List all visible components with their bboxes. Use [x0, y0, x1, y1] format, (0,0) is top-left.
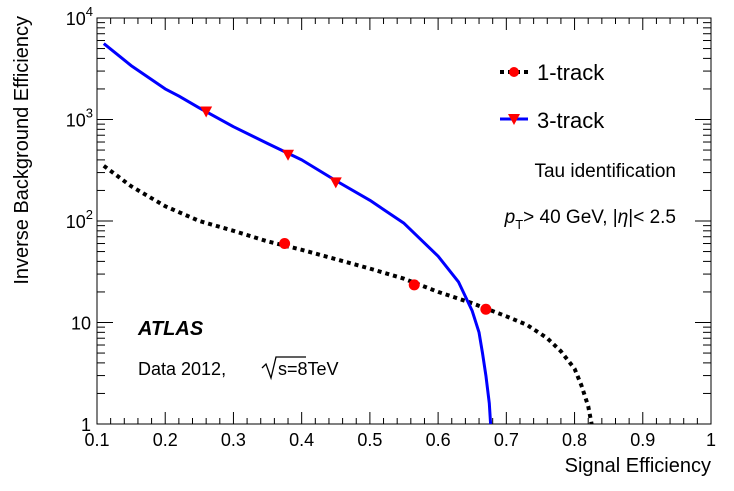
data-point-1-track: [408, 279, 420, 291]
y-tick-label: 103: [66, 106, 93, 131]
x-tick-label: 0.6: [426, 430, 451, 450]
sqrt-symbol-icon: [261, 356, 306, 381]
data-point-3-track: [200, 106, 213, 118]
x-tick-label: 0.8: [562, 430, 587, 450]
x-tick-label: 0.7: [494, 430, 519, 450]
tau-identification-label: Tau identification: [534, 161, 676, 182]
pt-subscript: T: [515, 217, 523, 232]
legend-label-1-track: 1-track: [537, 60, 605, 85]
x-tick-label: 0.3: [221, 430, 246, 450]
data-point-1-track: [480, 303, 492, 315]
data-point-3-track: [282, 149, 295, 161]
energy-label: s=8TeV: [278, 359, 339, 379]
legend: 1-track 3-track: [500, 60, 605, 133]
legend-marker-1-track: [509, 67, 519, 77]
data-point-3-track: [329, 177, 342, 189]
legend-label-3-track: 3-track: [537, 108, 605, 133]
series-line-3-track: [102, 42, 493, 425]
y-tick-label: 1: [81, 415, 91, 435]
x-tick-label: 0.2: [153, 430, 178, 450]
pt-symbol: p: [504, 207, 516, 228]
legend-marker-3-track: [508, 114, 520, 125]
y-tick-label: 10: [71, 314, 91, 334]
x-tick-label: 0.9: [630, 430, 655, 450]
y-tick-label: 104: [66, 4, 93, 29]
y-axis: 1 10 102 103 104: [66, 4, 711, 435]
data-year-label: Data 2012,: [138, 359, 226, 379]
x-tick-label: 0.4: [289, 430, 314, 450]
x-tick-label: 1: [706, 430, 716, 450]
x-axis-label: Signal Efficiency: [565, 455, 711, 477]
plot-area: [102, 42, 594, 425]
series-line-1-track: [102, 164, 594, 425]
y-tick-label: 102: [66, 207, 93, 232]
x-axis: 0.1 0.2 0.3 0.4 0.5 0.6 0.7 0.8 0.9 1: [84, 18, 716, 450]
kinematic-cuts-label: pT> 40 GeV, |η|< 2.5: [504, 207, 676, 232]
pt-cut-text: > 40 GeV, |: [523, 207, 618, 228]
eta-symbol: η: [618, 207, 629, 228]
legend-entry-3-track: 3-track: [500, 108, 605, 133]
atlas-label: ATLAS: [137, 318, 204, 340]
y-axis-label: Inverse Background Efficiency: [11, 16, 33, 285]
eta-cut-text: |< 2.5: [628, 207, 676, 228]
legend-entry-1-track: 1-track: [500, 60, 605, 85]
data-point-1-track: [279, 238, 291, 250]
x-tick-label: 0.1: [84, 430, 109, 450]
x-tick-label: 0.5: [357, 430, 382, 450]
